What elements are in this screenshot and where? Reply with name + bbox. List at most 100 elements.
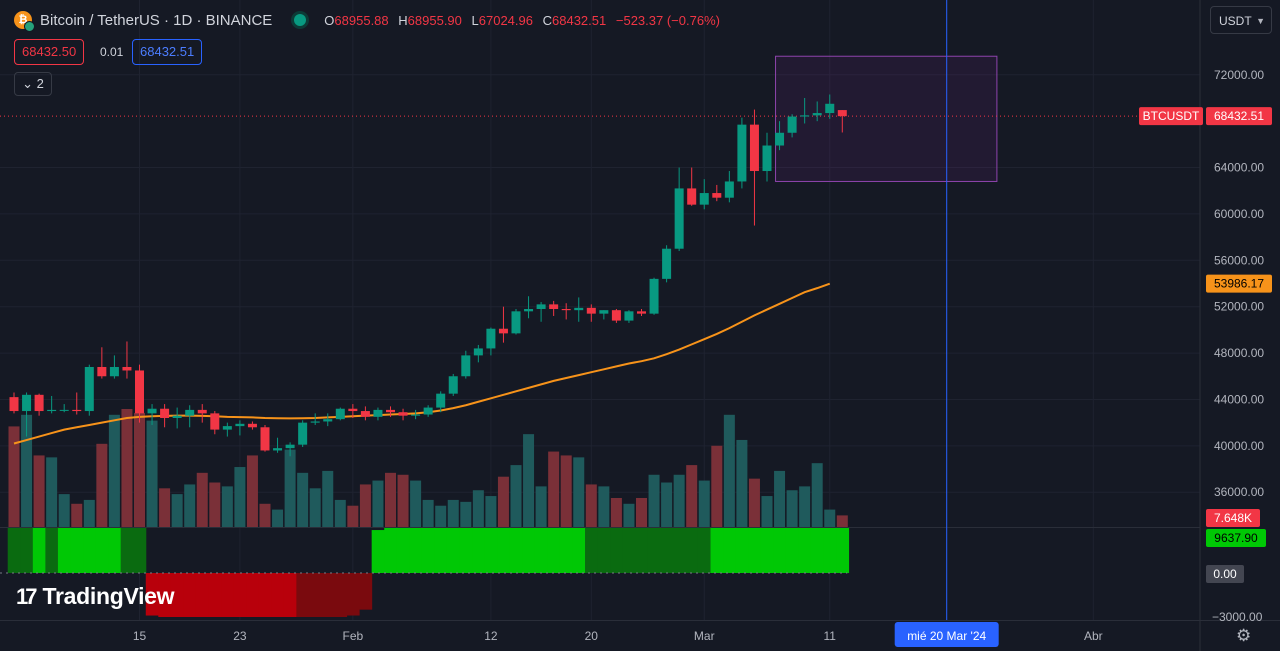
oscillator-bar (597, 528, 611, 573)
candle-body (737, 124, 747, 182)
candle-body (222, 426, 232, 430)
volume-bar (134, 412, 145, 527)
candle-body (9, 397, 19, 412)
volume-bar (598, 486, 610, 527)
volume-bar (359, 484, 371, 527)
oscillator-bar (45, 528, 59, 573)
last-price-tag-label: 68432.51 (1214, 109, 1264, 123)
bitcoin-coin-icon[interactable]: ₿ (14, 11, 35, 32)
tradingview-logo[interactable]: 17 TradingView (16, 583, 175, 609)
oscillator-bar (108, 528, 122, 573)
volume-bar (472, 490, 484, 527)
settings-gear-icon[interactable]: ⚙ (1236, 626, 1252, 645)
oscillator-bar (283, 573, 297, 617)
oscillator-bar (195, 573, 210, 617)
volume-bar (573, 457, 585, 527)
volume-bar (811, 463, 823, 527)
volume-bar (673, 474, 685, 527)
oscillator-bar (246, 573, 260, 617)
symbol-title[interactable]: Bitcoin / TetherUS · 1D · BINANCE (40, 11, 273, 29)
volume-bar (234, 467, 246, 527)
volume-bar (272, 509, 284, 527)
candle-body (386, 409, 395, 413)
indicators-toggle-button[interactable]: ⌄ 2 (14, 72, 52, 96)
candle-body (411, 414, 421, 416)
candle-body (749, 124, 759, 172)
oscillator-bar (710, 528, 724, 573)
oscillator-bar (760, 528, 774, 573)
oscillator-bar (773, 528, 787, 573)
oscillator-bar (434, 528, 448, 573)
candle-body (47, 409, 57, 412)
candle-body (536, 304, 546, 310)
time-tick-label: Mar (694, 629, 715, 643)
oscillator-bar (697, 528, 712, 573)
candle-body (273, 448, 283, 451)
sell-price-button[interactable]: 68432.50 (14, 39, 85, 65)
volume-bar (497, 476, 509, 527)
oscillator-bar (359, 573, 373, 610)
oscillator-bar (484, 528, 498, 573)
volume-bar (246, 455, 258, 527)
time-tick-label: 12 (484, 629, 498, 643)
time-tick-label: Abr (1084, 629, 1103, 643)
market-status-icon[interactable] (294, 14, 307, 26)
oscillator-bar (70, 528, 84, 573)
candle-body (436, 393, 446, 408)
oscillator-bar (810, 528, 824, 573)
time-tick-label: 23 (233, 629, 247, 643)
last-price-tag (1206, 107, 1272, 126)
volume-bar (560, 455, 572, 527)
candle-body (812, 113, 822, 116)
oscillator-bar (183, 573, 197, 617)
oscillator-bar (509, 528, 523, 573)
buy-price-button[interactable]: 68432.51 (132, 39, 203, 65)
oscillator-bar (647, 528, 661, 573)
candle-body (461, 355, 471, 377)
candle-body (310, 421, 320, 423)
candle-body (348, 408, 358, 412)
candle-body (260, 427, 270, 451)
oscillator-bar (308, 573, 322, 617)
candle-body (674, 188, 684, 249)
volume-bar (610, 497, 622, 527)
oscillator-value-tag (1206, 529, 1266, 547)
symbol-tag-label: BTCUSDT (1143, 109, 1200, 123)
time-tick-label: 15 (133, 629, 147, 643)
candle-body (511, 311, 521, 334)
candle-body (775, 132, 785, 146)
candle-body (498, 328, 508, 334)
oscillator-bar (685, 528, 699, 573)
volume-bar (347, 505, 359, 527)
candle-body (298, 422, 308, 445)
oscillator-bar (585, 528, 599, 573)
volume-bar (21, 414, 33, 527)
volume-bar (748, 478, 760, 527)
volume-tag (1206, 509, 1260, 527)
volume-bar (322, 470, 334, 527)
price-tick-label: 44000.00 (1214, 392, 1264, 406)
candle-body (800, 115, 810, 117)
oscillator-bar (271, 573, 285, 617)
symbol-tag (1139, 107, 1203, 126)
candle-body (147, 408, 157, 414)
volume-bar (824, 509, 836, 527)
volume-bar (723, 414, 735, 527)
candle-body (335, 408, 345, 420)
currency-select[interactable]: USDT ▼ (1210, 6, 1272, 34)
volume-bar (259, 503, 271, 527)
oscillator-min-label: −3000.00 (1212, 610, 1263, 624)
oscillator-bar (170, 573, 184, 617)
oscillator-zero-tag (1206, 565, 1244, 583)
volume-bar (686, 465, 698, 527)
candle-body (360, 411, 370, 417)
oscillator-bar (823, 528, 837, 573)
oscillator-bar (672, 528, 686, 573)
candle-body (549, 304, 559, 310)
volume-bar (736, 439, 748, 527)
candle-body (825, 103, 835, 114)
volume-bar (71, 503, 83, 527)
candle-body (172, 415, 182, 419)
oscillator-bar (57, 528, 71, 573)
